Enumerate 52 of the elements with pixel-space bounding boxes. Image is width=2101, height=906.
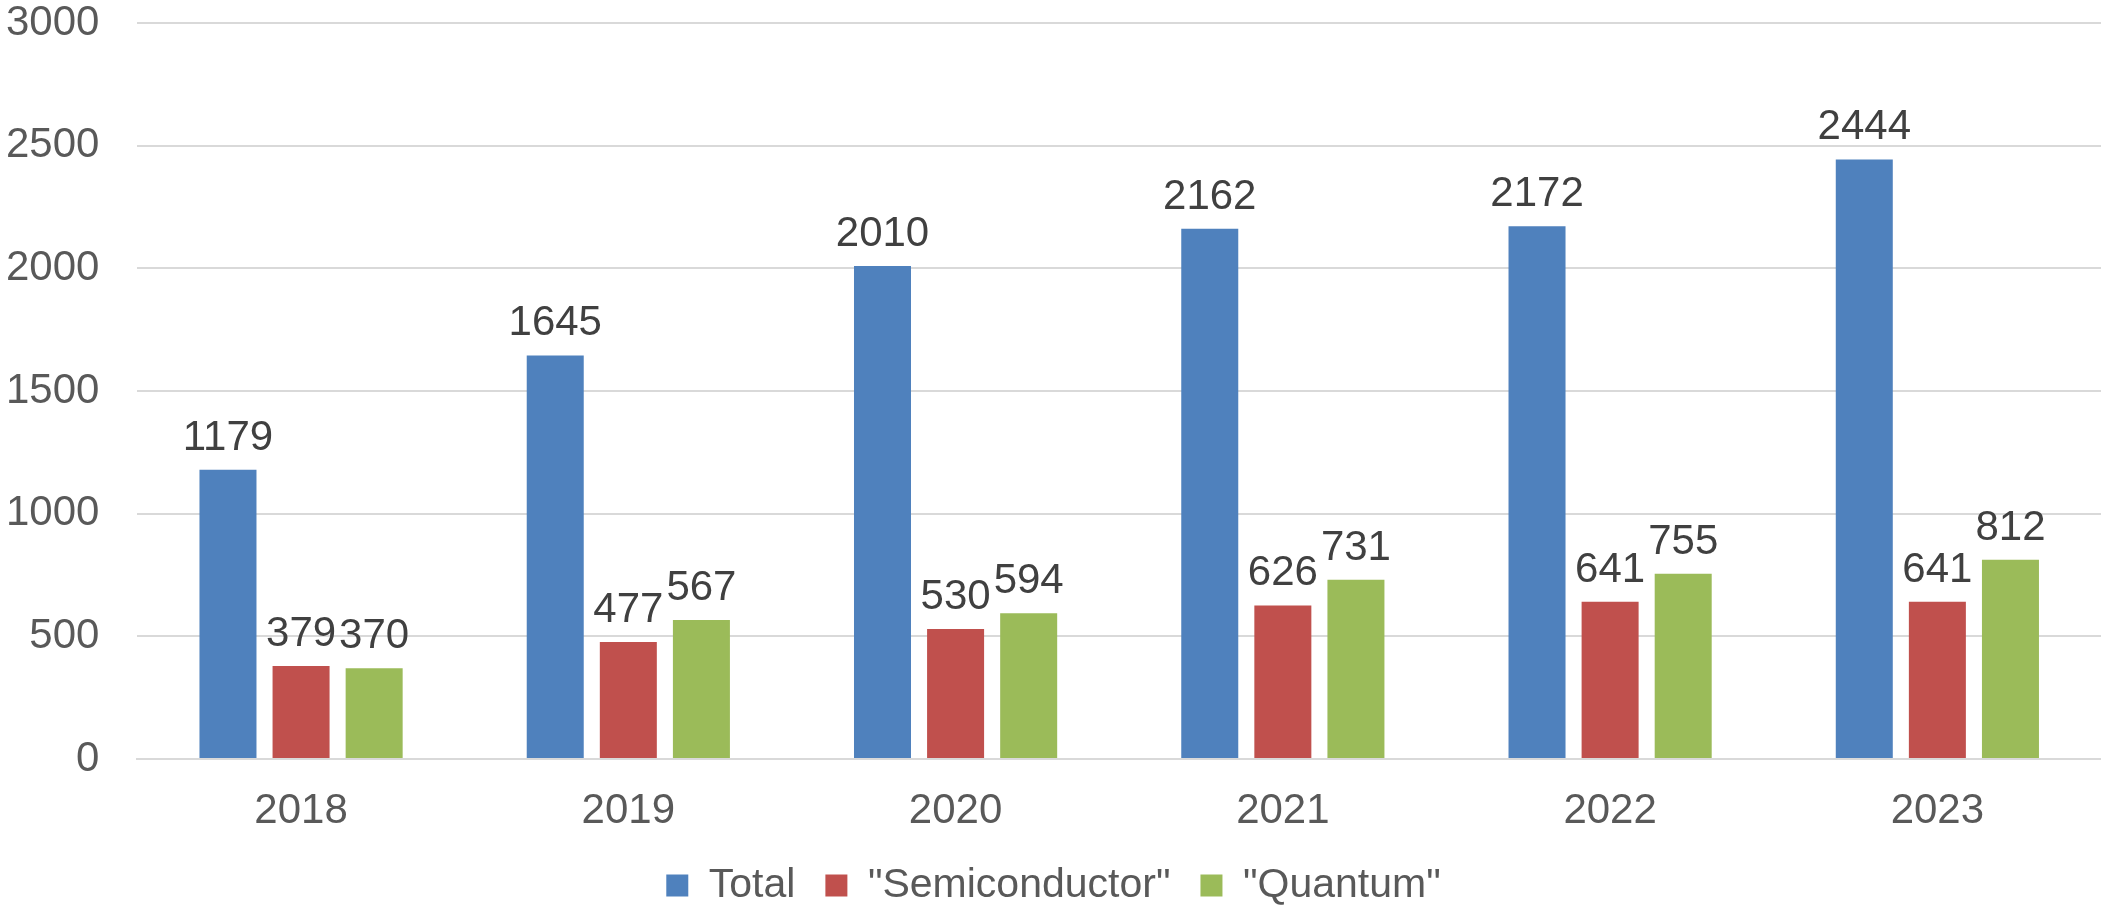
bar <box>272 666 330 758</box>
bar <box>345 668 403 758</box>
data-label: 530 <box>920 570 991 618</box>
bar <box>1000 613 1058 758</box>
bar <box>1508 226 1566 758</box>
y-tick-label: 1000 <box>6 487 100 535</box>
data-label: 641 <box>1902 543 1973 591</box>
data-label: 370 <box>339 610 410 658</box>
data-label: 2444 <box>1817 101 1911 149</box>
y-tick-label: 1500 <box>6 364 100 412</box>
x-tick-label: 2021 <box>1236 784 1330 832</box>
y-tick-label: 500 <box>29 609 100 657</box>
data-label: 1179 <box>182 411 274 459</box>
y-tick-label: 2000 <box>6 241 100 289</box>
x-tick-label: 2023 <box>1890 784 1985 832</box>
x-tick-label: 2020 <box>908 784 1003 832</box>
bar <box>1654 573 1712 758</box>
bar <box>1908 601 1966 758</box>
data-label: 594 <box>993 555 1064 603</box>
x-tick-label: 2022 <box>1563 784 1657 832</box>
data-label: 641 <box>1575 543 1646 591</box>
bar <box>1581 601 1639 758</box>
legend-label: "Semiconductor" <box>867 859 1171 906</box>
bar <box>1327 579 1385 758</box>
bar <box>927 628 985 758</box>
y-tick-label: 0 <box>76 732 100 780</box>
y-tick-label: 3000 <box>6 0 100 44</box>
x-tick-label: 2019 <box>581 784 676 832</box>
data-label: 812 <box>1975 501 2046 549</box>
legend-label: "Quantum" <box>1242 859 1441 906</box>
x-tick-label: 2018 <box>254 784 348 832</box>
legend-label: Total <box>708 859 796 906</box>
data-label: 477 <box>593 583 664 631</box>
bar <box>1835 159 1893 758</box>
data-label: 1645 <box>508 297 602 345</box>
data-label: 567 <box>666 561 737 609</box>
data-label: 626 <box>1247 547 1318 595</box>
data-label: 2172 <box>1490 168 1584 216</box>
data-label: 731 <box>1320 521 1391 569</box>
data-label: 379 <box>266 608 337 656</box>
bar <box>599 641 657 758</box>
bar <box>1981 559 2039 758</box>
data-label: 2162 <box>1163 170 1257 218</box>
bar <box>1181 228 1239 758</box>
bar <box>526 355 584 758</box>
bar <box>199 469 257 758</box>
data-label: 755 <box>1648 515 1719 563</box>
data-label: 2010 <box>835 207 930 255</box>
y-tick-label: 2500 <box>6 119 100 167</box>
bar <box>853 265 911 758</box>
bar <box>672 619 730 758</box>
bar <box>1254 605 1312 758</box>
